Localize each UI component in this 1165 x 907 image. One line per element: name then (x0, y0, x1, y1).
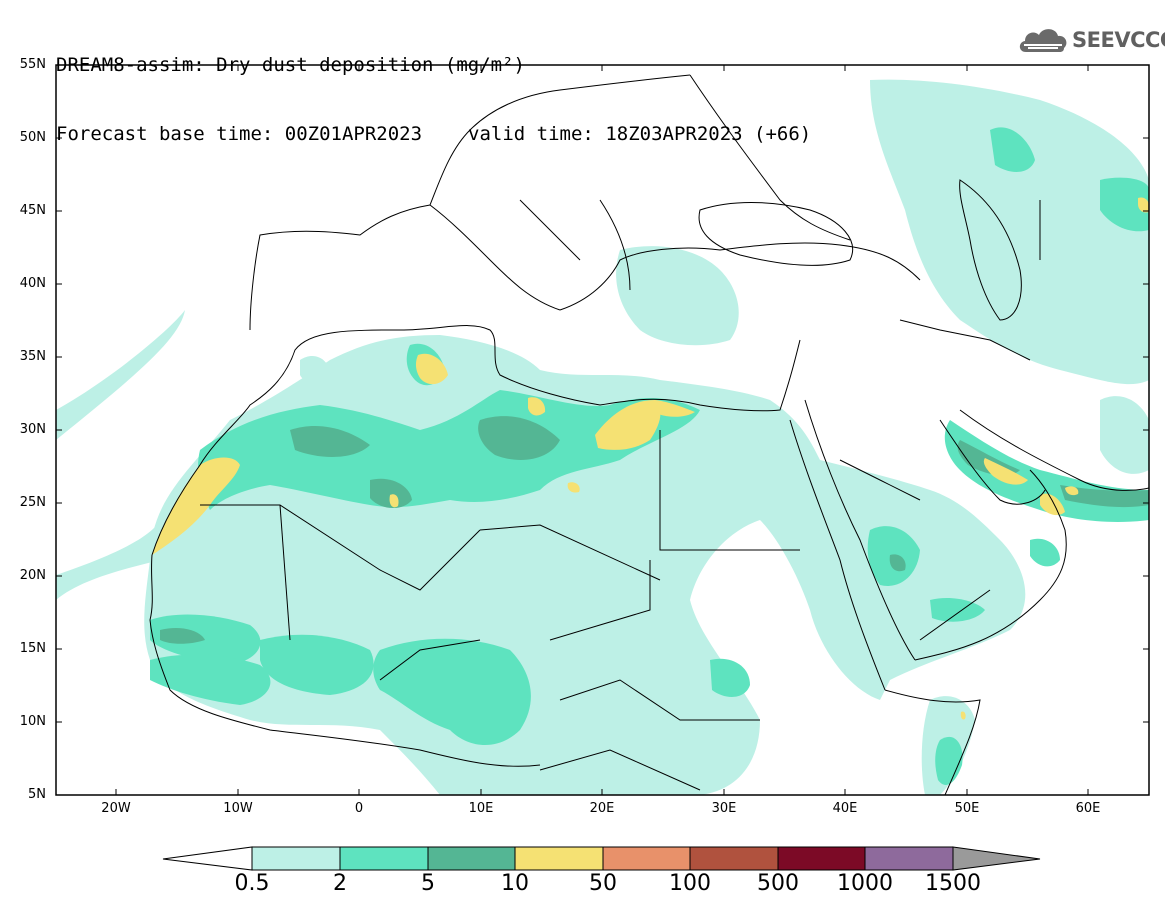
contour-level-2 (150, 127, 1149, 785)
seevccc-logo: SEEVCCC (1016, 22, 1165, 62)
colorbar-label: 10 (501, 871, 529, 896)
colorbar-label: 100 (669, 871, 711, 896)
logo-text: SEEVCCC (1072, 28, 1165, 52)
lat-label: 55N (19, 57, 46, 72)
lon-label: 0 (354, 801, 364, 816)
contour-level-10 (152, 197, 1149, 720)
lon-label: 60E (1075, 801, 1101, 816)
colorbar-swatch-8 (864, 846, 954, 871)
lat-label: 15N (19, 641, 46, 656)
colorbar-left-arrow (162, 846, 253, 871)
colorbar-swatch-2 (339, 846, 429, 871)
lat-label: 25N (19, 495, 46, 510)
lat-label: 35N (19, 349, 46, 364)
colorbar-label: 1500 (925, 871, 981, 896)
colorbar (162, 846, 1041, 871)
colorbar-swatch-4 (514, 846, 604, 871)
colorbar-swatch-1 (251, 846, 341, 871)
colorbar-right-arrow (952, 846, 1041, 871)
lat-label: 30N (19, 422, 46, 437)
colorbar-label: 2 (333, 871, 347, 896)
cloud-logo-icon (1019, 29, 1067, 52)
colorbar-swatch-3 (427, 846, 516, 871)
contour-level-5 (160, 416, 1149, 644)
colorbar-label: 500 (757, 871, 799, 896)
lat-ticks (56, 64, 1149, 796)
coastlines-borders (149, 74, 1149, 795)
colorbar-swatch-6 (689, 846, 779, 871)
lon-label: 10W (223, 801, 253, 816)
lon-label: 30E (711, 801, 737, 816)
lat-label: 20N (19, 568, 46, 583)
lat-label: 10N (19, 714, 46, 729)
valid-time: valid time: 18Z03APR2023 (+66) (468, 123, 812, 145)
lat-label: 45N (19, 203, 46, 218)
colorbar-swatch-5 (602, 846, 691, 871)
colorbar-label: 0.5 (234, 871, 270, 896)
colorbar-label: 50 (589, 871, 617, 896)
lat-label: 5N (28, 787, 46, 802)
base-time: Forecast base time: 00Z01APR2023 (56, 123, 423, 145)
lon-label: 10E (468, 801, 494, 816)
colorbar-label: 5 (421, 871, 435, 896)
lat-label: 50N (19, 130, 46, 145)
lon-ticks (115, 65, 1089, 795)
lon-label: 40E (832, 801, 858, 816)
colorbar-swatch-7 (777, 846, 866, 871)
lon-label: 20W (101, 801, 131, 816)
lat-label: 40N (19, 276, 46, 291)
colorbar-label: 1000 (837, 871, 893, 896)
deposition-field (56, 79, 1149, 795)
title-line-2: Forecast base time: 00Z01APR2023 valid ti… (56, 123, 811, 146)
lon-label: 50E (954, 801, 980, 816)
lon-label: 20E (589, 801, 615, 816)
